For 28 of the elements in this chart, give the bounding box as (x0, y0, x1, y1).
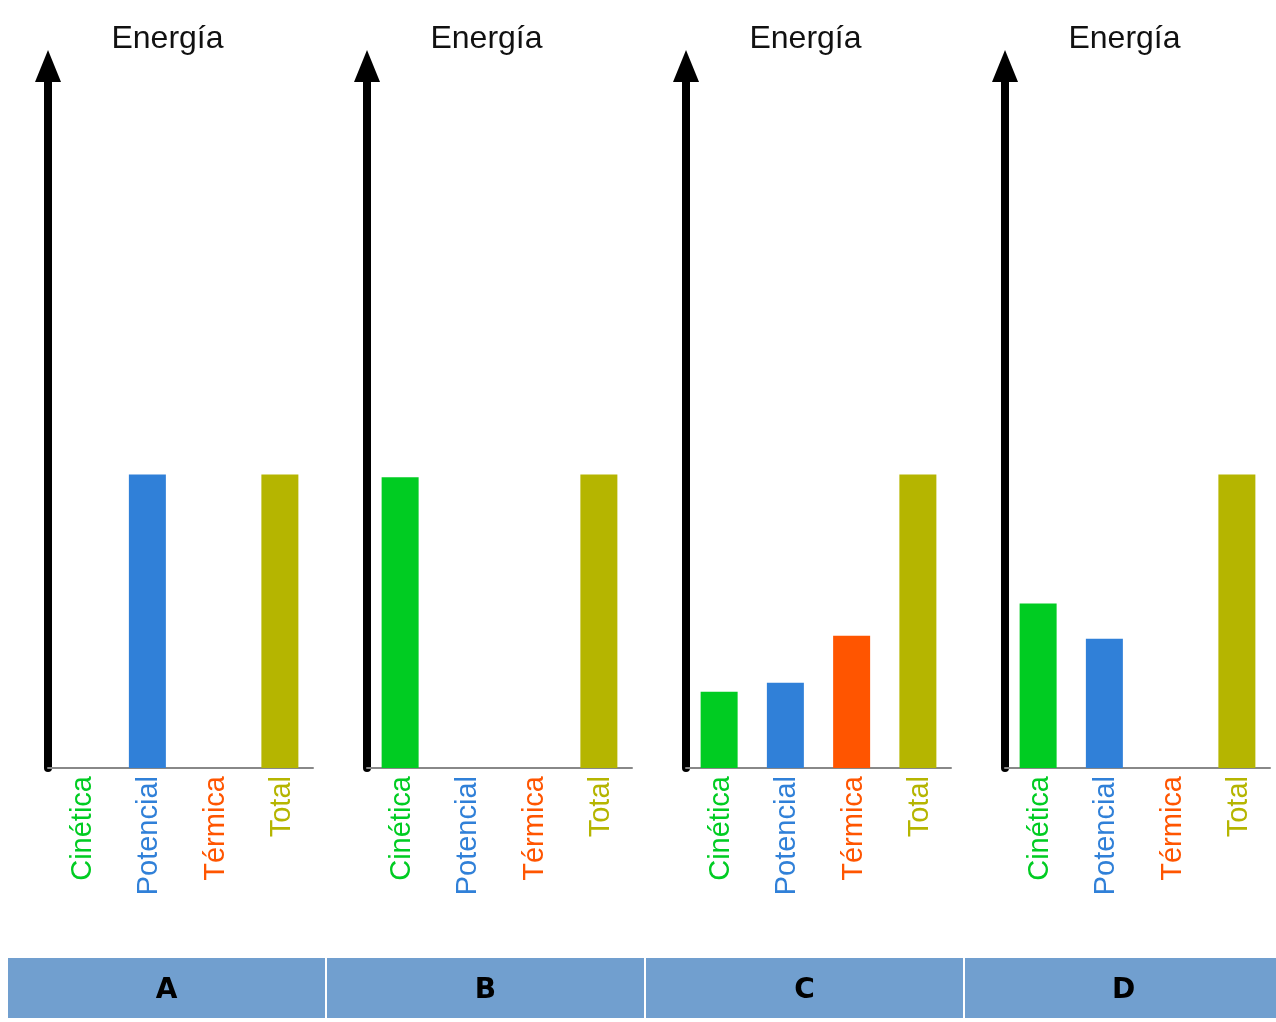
chart-title: Energía (1068, 19, 1181, 55)
chart-title: Energía (111, 19, 224, 55)
x-tick-label: Potencial (769, 776, 802, 896)
text: C (646, 958, 965, 1018)
x-tick-label: Potencial (450, 776, 483, 896)
x-tick-label: Total (582, 776, 615, 838)
text: D (965, 958, 1276, 1018)
x-tick-label: Térmica (1154, 775, 1187, 881)
x-tick-label: Térmica (197, 775, 230, 881)
bar (833, 635, 871, 768)
x-tick-label: Potencial (131, 776, 164, 896)
chart-title: Energía (749, 19, 862, 55)
x-tick-label: Total (901, 776, 934, 838)
x-tick-label: Cinética (65, 775, 98, 881)
x-tick-label: Térmica (516, 775, 549, 881)
chart-title: Energía (430, 19, 543, 55)
bar (766, 682, 804, 768)
bar (700, 691, 738, 768)
bar (899, 474, 937, 768)
x-tick-label: Total (1220, 776, 1253, 838)
x-tick-label: Cinética (384, 775, 417, 881)
text: B (327, 958, 646, 1018)
x-tick-label: Total (263, 776, 296, 838)
x-tick-label: Cinética (703, 775, 736, 881)
x-tick-label: Térmica (835, 775, 868, 881)
x-tick-label: Cinética (1022, 775, 1055, 881)
text: A (8, 958, 327, 1018)
x-tick-label: Potencial (1088, 776, 1121, 896)
